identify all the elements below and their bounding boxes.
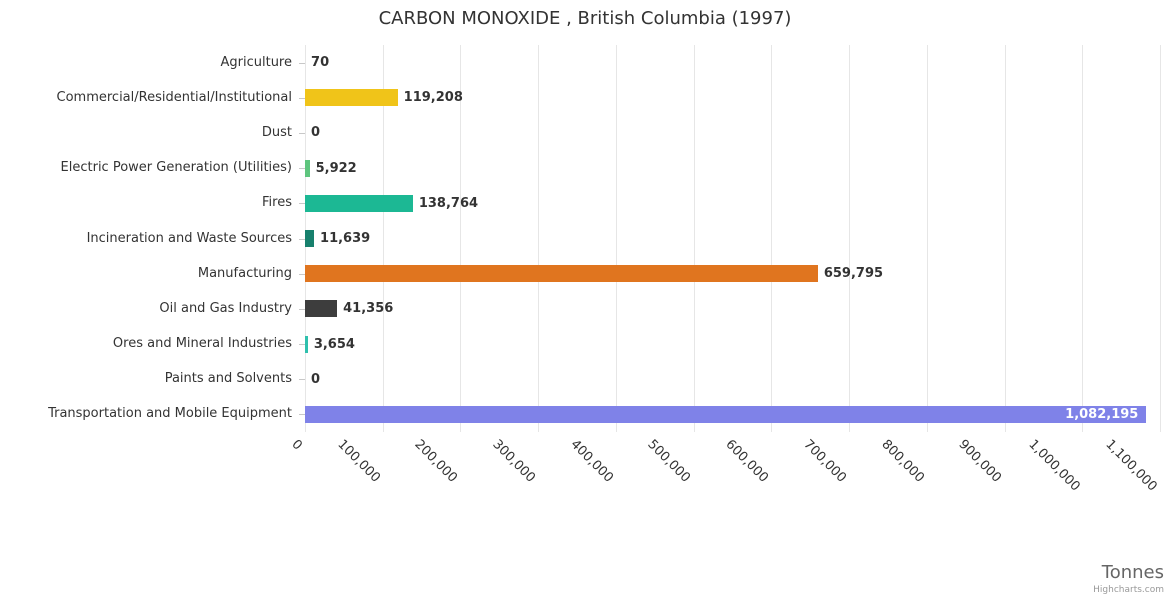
x-axis-tick-label: 400,000 [567,437,616,486]
y-axis-tick [299,344,305,346]
x-axis-tick-label: 1,000,000 [1024,437,1083,495]
gridline [460,45,462,432]
bar-value-label: 11,639 [320,231,371,246]
highcharts-credits[interactable]: Highcharts.com [1093,585,1164,595]
bar-value-label: 119,208 [403,90,463,106]
bar[interactable] [305,265,818,283]
y-axis-tick [299,62,305,64]
x-axis-tick-label: 800,000 [878,437,927,486]
x-axis-tick-label: 200,000 [411,437,461,486]
category-label: Ores and Mineral Industries [112,336,292,352]
y-axis-tick [299,97,305,99]
y-axis-tick [299,203,305,205]
category-label: Manufacturing [197,265,292,281]
y-axis-tick [299,238,305,240]
y-axis-tick [299,273,305,275]
x-axis-tick-label: 0 [288,437,306,454]
category-label: Transportation and Mobile Equipment [48,406,292,422]
x-axis-tick-label: 100,000 [333,437,383,486]
bar[interactable] [305,194,413,212]
bar-value-label: 5,922 [315,160,357,176]
bar-value-label: 3,654 [313,336,355,352]
bar-value-label: 70 [311,55,330,71]
chart-title: CARBON MONOXIDE , British Columbia (1997… [378,8,792,29]
bar[interactable] [305,230,315,247]
y-axis-tick [299,414,305,416]
bar[interactable] [305,159,310,177]
bar-value-label: 1,082,195 [1065,406,1139,422]
y-axis-tick [299,132,305,134]
gridline [1004,45,1006,432]
gridline [382,45,384,432]
gridline [693,45,695,432]
x-axis-tick-label: 500,000 [644,437,694,486]
category-label: Fires [262,195,292,211]
bar-value-label: 659,795 [823,266,884,282]
plot-area: 70 119,208 0 5,922 138,764 11,639 659,795 41,35… [305,45,1161,432]
category-label: Agriculture [220,54,293,70]
category-label: Commercial/Residential/Institutional [56,89,293,105]
bar-value-label: 0 [311,125,321,141]
category-label: Paints and Solvents [164,371,292,387]
bar[interactable] [305,300,338,318]
category-label: Electric Power Generation (Utilities) [60,160,292,176]
bar-value-label: 138,764 [418,195,479,211]
x-axis-tick-label: 600,000 [722,437,772,486]
gridline [926,45,928,432]
category-label: Oil and Gas Industry [159,300,292,316]
gridline [771,45,773,432]
gridline [849,45,851,432]
bar[interactable] [305,335,308,353]
y-axis-tick [299,308,305,310]
gridline [1160,45,1161,432]
y-axis-tick [299,379,305,381]
gridline [615,45,617,432]
bar[interactable] [305,89,398,107]
x-axis-tick-label: 1,100,000 [1102,437,1161,495]
x-axis-tick-label: 700,000 [800,437,849,486]
bar-value-label: 41,356 [343,301,394,317]
bar[interactable] [305,405,1147,423]
category-label: Incineration and Waste Sources [86,230,292,246]
x-axis-title: Tonnes [1101,562,1164,583]
bar-value-label: 0 [311,371,321,387]
gridline [538,45,540,432]
x-axis-tick-label: 300,000 [489,437,539,486]
category-label: Dust [261,124,292,140]
x-axis-tick-label: 900,000 [955,437,1005,486]
y-axis-tick [299,168,305,170]
gridline [1082,45,1084,432]
